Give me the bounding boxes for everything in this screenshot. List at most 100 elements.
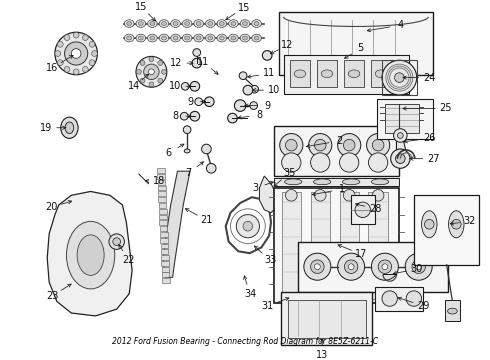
Circle shape	[311, 260, 324, 274]
Bar	[298, 242, 447, 292]
Ellipse shape	[67, 221, 115, 289]
Text: 10: 10	[170, 81, 182, 91]
Circle shape	[206, 163, 216, 173]
Text: 2012 Ford Fusion Bearing - Connecting Rod Diagram for 8E5Z-6211-C: 2012 Ford Fusion Bearing - Connecting Ro…	[112, 337, 378, 346]
Circle shape	[162, 69, 167, 74]
Bar	[161, 249, 169, 254]
Ellipse shape	[314, 179, 331, 185]
Bar	[340, 192, 359, 298]
Polygon shape	[163, 171, 190, 277]
Circle shape	[243, 85, 253, 95]
Bar	[160, 238, 168, 243]
Bar	[289, 300, 366, 338]
Ellipse shape	[61, 117, 78, 138]
Circle shape	[280, 134, 303, 157]
Bar	[351, 195, 375, 224]
Ellipse shape	[182, 20, 192, 27]
Circle shape	[382, 291, 397, 306]
Circle shape	[57, 41, 63, 47]
Circle shape	[183, 126, 191, 134]
Ellipse shape	[182, 34, 192, 42]
Bar	[311, 192, 330, 298]
Text: 12: 12	[281, 40, 294, 50]
Text: 31: 31	[262, 301, 274, 311]
Bar	[160, 226, 168, 231]
Circle shape	[158, 78, 163, 83]
Bar	[414, 195, 479, 265]
Bar	[445, 300, 460, 321]
Bar	[375, 287, 423, 311]
Circle shape	[315, 264, 320, 270]
Bar	[157, 168, 165, 173]
Bar	[382, 60, 416, 95]
Ellipse shape	[375, 70, 387, 78]
Text: 29: 29	[417, 301, 429, 311]
Circle shape	[192, 58, 201, 68]
Circle shape	[158, 60, 163, 66]
Circle shape	[343, 189, 355, 201]
Ellipse shape	[217, 34, 227, 42]
Bar	[159, 209, 167, 213]
Circle shape	[74, 32, 79, 38]
Bar	[274, 188, 399, 303]
Ellipse shape	[196, 22, 201, 26]
Ellipse shape	[252, 20, 261, 27]
Circle shape	[382, 264, 388, 270]
Bar	[371, 60, 391, 87]
Ellipse shape	[240, 34, 250, 42]
Circle shape	[416, 264, 421, 270]
Text: 30: 30	[411, 264, 423, 274]
Ellipse shape	[447, 308, 457, 314]
Circle shape	[406, 291, 421, 306]
Circle shape	[394, 73, 404, 82]
Text: 8: 8	[256, 111, 263, 120]
Text: 3: 3	[252, 183, 258, 193]
Circle shape	[89, 60, 95, 66]
Text: 9: 9	[187, 97, 193, 107]
Circle shape	[180, 112, 188, 120]
Bar	[274, 126, 399, 176]
Text: 25: 25	[440, 103, 452, 113]
Ellipse shape	[208, 22, 213, 26]
Ellipse shape	[138, 22, 143, 26]
Bar	[158, 197, 166, 202]
Circle shape	[136, 57, 167, 87]
Text: 18: 18	[153, 176, 165, 186]
Circle shape	[148, 69, 154, 75]
Ellipse shape	[321, 70, 333, 78]
Ellipse shape	[343, 179, 360, 185]
Circle shape	[82, 67, 88, 72]
Ellipse shape	[243, 36, 247, 40]
Ellipse shape	[240, 20, 250, 27]
Bar	[159, 215, 167, 220]
Bar	[291, 60, 310, 87]
Circle shape	[397, 132, 403, 138]
Circle shape	[391, 149, 410, 168]
Bar	[158, 180, 166, 185]
Bar	[284, 55, 409, 94]
Circle shape	[193, 49, 200, 57]
Circle shape	[82, 35, 88, 41]
Circle shape	[236, 215, 260, 238]
Ellipse shape	[150, 36, 155, 40]
Ellipse shape	[231, 22, 236, 26]
Circle shape	[338, 253, 365, 280]
Text: 34: 34	[244, 289, 256, 299]
Ellipse shape	[138, 36, 143, 40]
Ellipse shape	[150, 22, 155, 26]
Text: 19: 19	[40, 123, 52, 133]
Text: 9: 9	[264, 100, 270, 111]
Circle shape	[405, 253, 432, 280]
Text: 21: 21	[200, 215, 213, 225]
Circle shape	[340, 153, 359, 172]
Text: 12: 12	[171, 58, 183, 68]
Bar	[157, 174, 165, 179]
Bar	[159, 203, 167, 208]
Ellipse shape	[205, 20, 215, 27]
Ellipse shape	[448, 211, 464, 238]
Ellipse shape	[147, 20, 157, 27]
Circle shape	[136, 69, 141, 74]
Bar	[162, 267, 169, 271]
Ellipse shape	[194, 34, 203, 42]
Ellipse shape	[243, 22, 247, 26]
